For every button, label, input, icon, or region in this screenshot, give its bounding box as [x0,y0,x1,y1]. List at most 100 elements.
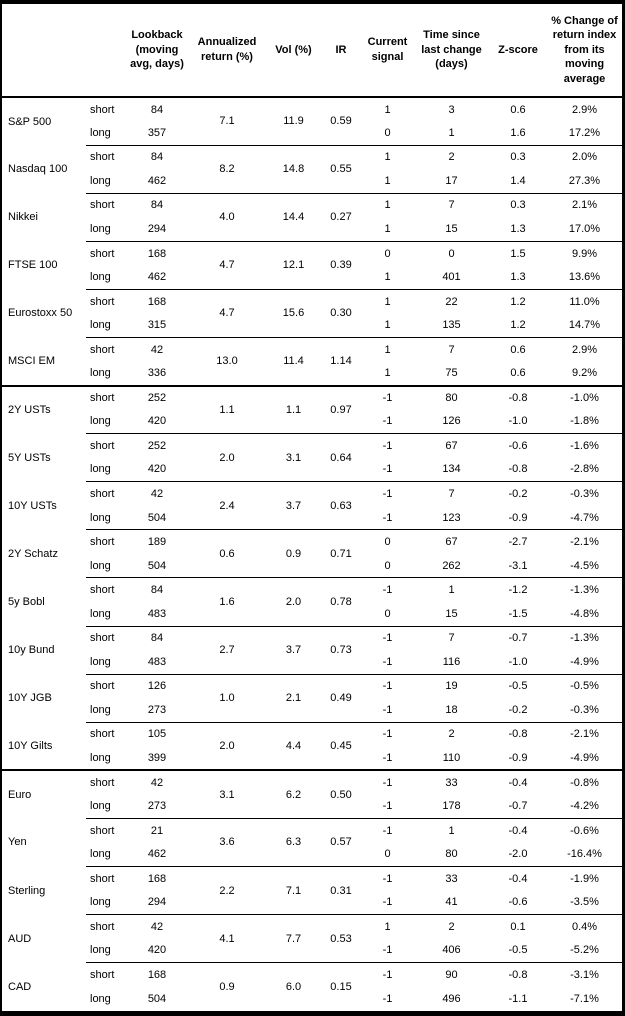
signal-value: -1 [361,433,414,458]
leg-label: long [90,511,111,524]
ir-value: 0.64 [321,433,361,482]
pct-change-value: -0.5% [547,673,622,699]
row-10Y Gilts-short: 10Y Gilts short 105 2.0 4.4 0.45 -1 2 -0.8 -2.1% [2,721,622,771]
ir-value: 0.97 [321,384,361,434]
pct-change-value: -4.9% [570,655,599,668]
z-score-value: -0.5 [508,944,528,957]
days-since-change-value: 90 [414,962,489,987]
vol-value: 11.4 [266,336,321,386]
column-header-z_score: Z-score [489,4,547,98]
signal-value: -1 [382,751,393,764]
lookback-value: 294 [147,223,167,235]
row-Nasdaq 100-long: long 462 1 17 1.4 27.3% [2,169,622,193]
z-score-value: -1.0 [508,415,528,428]
instrument-name: CAD [8,980,32,993]
ir-value: 0.39 [321,240,361,290]
leg-label: short [86,336,126,362]
z-score-value: 1.3 [510,223,526,235]
instrument-name: MSCI EM [8,355,56,368]
days-since-change-value: 1 [448,126,455,139]
z-score-value: 1.3 [510,271,526,284]
lookback-value: 42 [126,914,188,939]
column-header-pct_change: % Change of return index from its moving… [547,4,622,98]
leg-label: long [90,944,111,957]
signal-value: 1 [361,336,414,362]
z-score-value: -1.2 [489,577,547,602]
row-Nikkei-short: Nikkei short 84 4.0 14.4 0.27 1 7 0.3 2.1% [2,192,622,242]
z-score-value: -0.6 [489,433,547,458]
days-since-change-value: 2 [414,721,489,747]
pct-change-value: -0.3% [570,703,599,716]
pct-change-value: -7.1% [570,992,599,1005]
days-since-change-value: 1 [414,577,489,602]
days-since-change-value: 126 [442,415,461,428]
days-since-change-value: 15 [445,223,458,235]
pct-change-value: 2.9% [547,336,622,362]
leg-label: long [90,559,111,572]
leg-label: long [90,992,111,1005]
signal-value: -1 [382,655,393,668]
days-since-change-value: 67 [414,433,489,458]
vol-value: 15.6 [266,288,321,338]
z-score-value: 0.3 [489,192,547,218]
lookback-value: 84 [126,577,188,602]
lookback-value: 294 [147,896,167,909]
lookback-value: 42 [126,769,188,795]
leg-label: short [86,433,126,458]
pct-change-value: 2.0% [547,144,622,170]
lookback-value: 462 [147,271,167,284]
lookback-value: 84 [126,192,188,218]
z-score-value: 1.5 [489,240,547,266]
ir-value: 0.53 [321,914,361,963]
row-FTSE 100-short: FTSE 100 short 168 4.7 12.1 0.39 0 0 1.5 9.9% [2,240,622,290]
pct-change-value: 0.4% [547,914,622,939]
leg-label: long [90,174,111,187]
days-since-change-value: 80 [445,848,458,861]
leg-label: short [86,288,126,314]
leg-label: long [90,800,111,813]
lookback-value: 168 [126,240,188,266]
signal-value: 1 [384,174,391,187]
pct-change-value: -0.3% [547,481,622,506]
row-S&P 500-long: long 357 0 1 1.6 17.2% [2,121,622,145]
signal-value: 0 [384,559,391,572]
annualized-return-value: 3.1 [188,769,266,819]
pct-change-value: -16.4% [567,848,602,861]
lookback-value: 189 [126,529,188,554]
days-since-change-value: 17 [445,174,458,187]
days-since-change-value: 262 [442,559,461,572]
lookback-value: 399 [147,751,167,764]
row-Euro-long: long 273 -1 178 -0.7 -4.2% [2,794,622,818]
lookback-value: 420 [147,463,167,476]
z-score-value: -0.8 [489,721,547,747]
z-score-value: 1.6 [510,126,526,139]
z-score-value: -2.7 [489,529,547,554]
pct-change-value: -4.9% [570,751,599,764]
leg-label: long [90,126,111,139]
days-since-change-value: 406 [442,944,461,957]
row-S&P 500-short: S&P 500 short 84 7.1 11.9 0.59 1 3 0.6 2.9% [2,96,622,146]
pct-change-value: -5.2% [570,944,599,957]
z-score-value: -1.5 [508,607,528,620]
signal-value: -1 [382,944,393,957]
annualized-return-value: 4.1 [188,914,266,963]
annualized-return-value: 2.0 [188,721,266,771]
z-score-value: -0.7 [508,800,528,813]
lookback-value: 483 [147,607,167,620]
column-header-time_since_change: Time since last change (days) [414,4,489,98]
pct-change-value: 13.6% [568,271,601,284]
row-Nasdaq 100-short: Nasdaq 100 short 84 8.2 14.8 0.55 1 2 0.3 2.0% [2,144,622,194]
pct-change-value: 9.9% [547,240,622,266]
pct-change-value: 17.0% [568,223,601,235]
signal-value: -1 [382,992,393,1005]
annualized-return-value: 0.6 [188,529,266,578]
row-2Y Schatz-short: 2Y Schatz short 189 0.6 0.9 0.71 0 67 -2.7 -2.1% [2,529,622,578]
vol-value: 4.4 [266,721,321,771]
pct-change-value: 11.0% [547,288,622,314]
column-header-instrument [2,4,86,98]
instrument-name: 5Y USTs [8,451,51,464]
annualized-return-value: 7.1 [188,96,266,146]
z-score-value: -0.2 [508,703,528,716]
z-score-value: 0.6 [489,336,547,362]
pct-change-value: -0.8% [547,769,622,795]
